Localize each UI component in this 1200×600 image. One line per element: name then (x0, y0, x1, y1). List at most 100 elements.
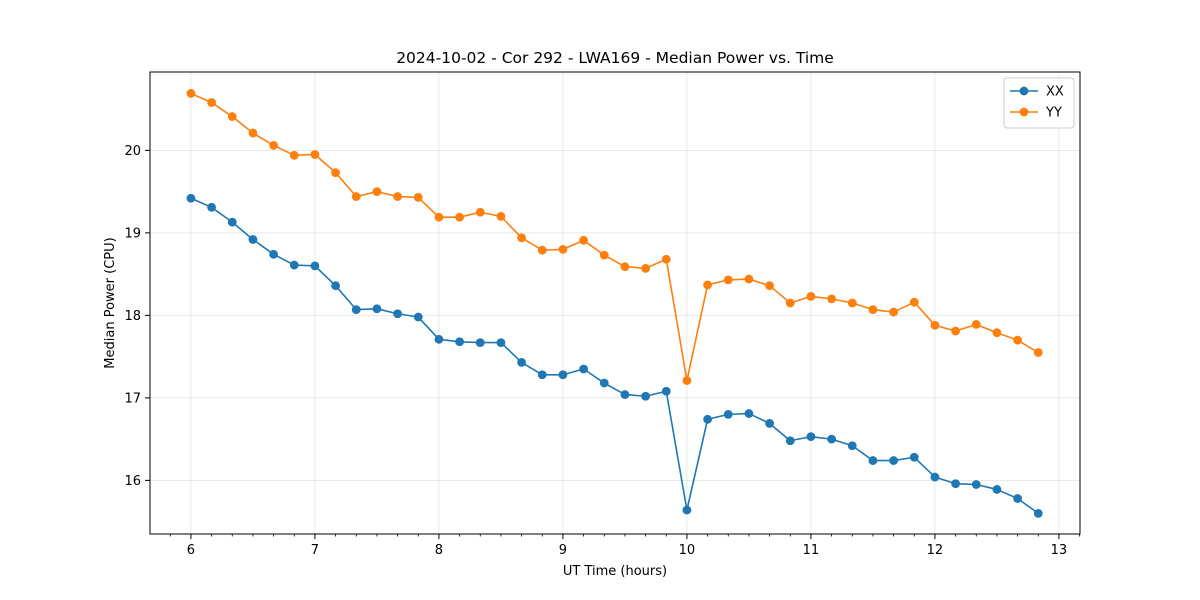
y-tick-label: 20 (124, 144, 141, 159)
series-yy-point (475, 207, 485, 217)
plot-frame (149, 71, 1081, 535)
series-xx-point (372, 304, 382, 314)
series-xx-point (599, 378, 609, 388)
legend: XX YY (1003, 77, 1075, 129)
series-yy-point (310, 150, 320, 159)
series-yy-point (413, 193, 423, 202)
series-xx-point (641, 391, 650, 401)
series-yy-point (620, 262, 630, 272)
series-yy-point (434, 212, 444, 222)
x-tick-label: 12 (927, 543, 944, 558)
series-yy-point (889, 307, 898, 317)
series-yy-point (661, 254, 671, 264)
series-xx-point (475, 338, 485, 347)
series-xx-point (930, 472, 940, 482)
series-yy-point (248, 128, 258, 138)
series-yy-point (269, 141, 278, 150)
series-xx-point (703, 414, 712, 424)
series-xx-point (331, 281, 340, 291)
series-yy-point (785, 298, 795, 308)
y-tick-label: 18 (124, 309, 141, 324)
grid-layer (150, 72, 1080, 534)
series-xx-point (310, 261, 320, 271)
series-xx-point (289, 260, 299, 270)
series-yy-point (703, 280, 712, 290)
series-yy-point (971, 320, 981, 329)
series-xx-point (806, 432, 816, 442)
legend-yy-marker (1019, 107, 1029, 117)
series-yy-point (1033, 348, 1043, 357)
series-yy-point (765, 281, 774, 291)
series-yy-point (641, 263, 650, 273)
x-tick-label: 11 (803, 543, 820, 558)
series-yy-point (579, 235, 588, 245)
chart-title: 2024-10-02 - Cor 292 - LWA169 - Median P… (396, 49, 834, 67)
series-yy-point (207, 98, 216, 107)
series-xx-point (868, 456, 878, 465)
series-yy-point (909, 297, 919, 307)
series-yy-point (847, 298, 857, 308)
y-axis-label: Median Power (CPU) (103, 237, 118, 368)
x-tick-label: 7 (311, 543, 319, 558)
series-xx-point (207, 202, 216, 212)
series-xx-point (351, 305, 361, 314)
x-tick-label: 10 (679, 543, 696, 558)
series-yy-point (951, 326, 960, 336)
series-xx-point (723, 409, 733, 419)
series-layer (186, 89, 1043, 518)
series-yy-point (744, 274, 754, 284)
series-xx-point (847, 441, 857, 451)
series-yy-point (393, 192, 402, 201)
legend-xx-marker (1019, 86, 1029, 96)
series-xx-point (951, 479, 960, 489)
series-xx-point (971, 480, 981, 489)
series-xx-point (827, 434, 836, 444)
x-tick-label: 6 (187, 543, 195, 558)
series-xx-point (496, 338, 506, 347)
series-xx-point (682, 505, 692, 515)
series-xx-point (248, 235, 258, 244)
series-yy-point (186, 89, 196, 98)
y-tick-label: 19 (124, 226, 141, 241)
series-xx-point (765, 419, 774, 428)
series-xx-point (889, 456, 898, 465)
series-xx-point (620, 390, 630, 399)
series-yy-line (190, 92, 1039, 382)
series-yy-point (455, 212, 464, 222)
series-yy-point (827, 294, 836, 304)
series-yy-point (537, 245, 547, 255)
series-xx-point (186, 193, 196, 203)
legend-xx-label: XX (1046, 85, 1064, 100)
series-yy-point (599, 250, 609, 260)
x-tick-label: 13 (1051, 543, 1068, 558)
series-xx-point (661, 386, 671, 396)
series-yy-point (992, 328, 1002, 338)
series-xx-point (517, 358, 526, 367)
series-yy-point (558, 244, 568, 254)
series-xx-point (413, 312, 423, 322)
series-xx-point (744, 409, 754, 418)
series-yy-point (723, 275, 733, 285)
series-xx-point (455, 337, 464, 347)
series-yy-point (289, 150, 299, 160)
series-yy-point (682, 376, 692, 385)
y-tick-label: 17 (124, 391, 141, 406)
y-tick-label: 16 (124, 474, 141, 489)
x-axis-label: UT Time (hours) (563, 564, 667, 579)
series-yy-point (496, 211, 506, 221)
series-yy-point (227, 112, 237, 121)
series-xx-point (992, 485, 1002, 494)
series-xx-point (1013, 494, 1022, 503)
series-yy-point (517, 233, 526, 243)
x-tick-label: 9 (559, 543, 567, 558)
series-yy-point (351, 192, 361, 201)
series-yy-point (331, 168, 340, 178)
axis-layer: 6 7 8 9 10 11 12 13 16 17 18 19 20 (124, 144, 1080, 558)
series-xx-point (558, 370, 568, 380)
series-xx-point (227, 217, 237, 227)
series-yy-point (868, 305, 878, 314)
series-yy-point (372, 187, 382, 197)
series-yy-point (930, 320, 940, 330)
legend-yy-label: YY (1045, 106, 1062, 121)
